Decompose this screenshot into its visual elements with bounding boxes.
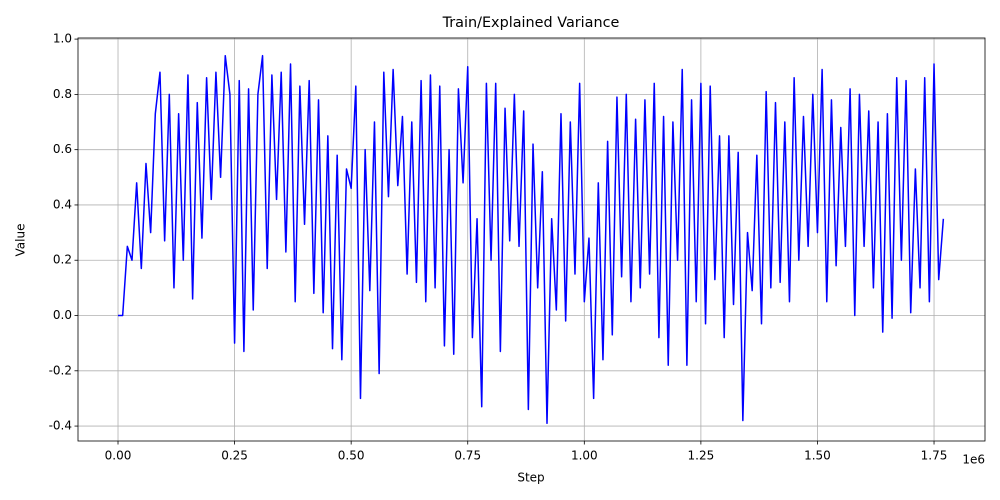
x-tick-label: 1.25 — [688, 449, 715, 463]
y-tick-label: -0.2 — [49, 363, 72, 377]
x-tick-label: 0.50 — [338, 449, 365, 463]
y-tick-label: 0.2 — [53, 253, 72, 267]
y-tick-label: 0.8 — [53, 87, 72, 101]
line-series — [118, 54, 945, 425]
y-tick-label: 1.0 — [53, 32, 72, 46]
y-tick-label: -0.4 — [49, 419, 72, 433]
x-axis-label: Step — [517, 471, 544, 485]
chart-title: Train/Explained Variance — [442, 15, 620, 31]
plot-frame — [77, 37, 986, 442]
x-tick-label: 0.75 — [454, 449, 481, 463]
x-tick-label: 0.00 — [105, 449, 132, 463]
y-axis-label: Value — [14, 224, 28, 257]
x-tick-label: 1.75 — [921, 449, 948, 463]
x-tick-label: 1.00 — [571, 449, 598, 463]
y-tick-label: 0.6 — [53, 142, 72, 156]
x-tick-label: 1.50 — [804, 449, 831, 463]
x-offset-label: 1e6 — [962, 453, 985, 467]
y-tick-label: 0.0 — [53, 308, 72, 322]
y-tick-label: 0.4 — [53, 197, 72, 211]
x-tick-label: 0.25 — [221, 449, 248, 463]
